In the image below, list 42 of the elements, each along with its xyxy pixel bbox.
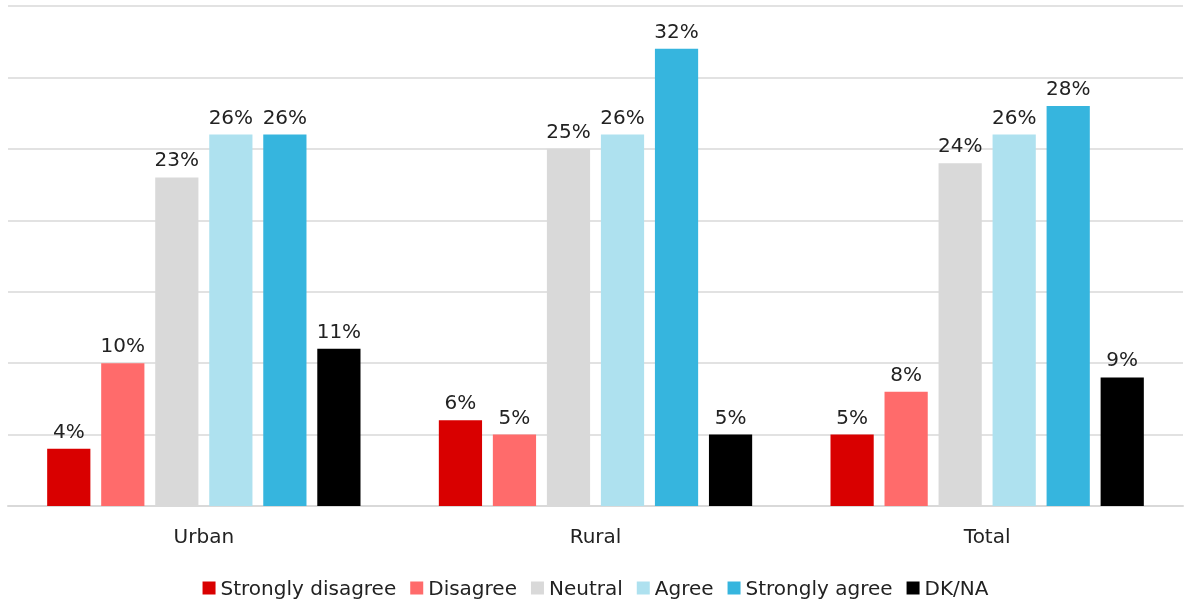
bar bbox=[600, 134, 645, 506]
bar bbox=[101, 363, 145, 506]
data-label: 5% bbox=[498, 404, 531, 429]
data-label: 8% bbox=[890, 361, 922, 386]
legend-label: Neutral bbox=[548, 576, 623, 600]
legend-label: Agree bbox=[654, 576, 714, 600]
legend-label: DK/NA bbox=[924, 576, 989, 600]
bar bbox=[884, 391, 928, 506]
bar bbox=[830, 434, 874, 506]
bar bbox=[209, 134, 253, 506]
bar bbox=[263, 134, 307, 506]
data-label: 10% bbox=[100, 333, 146, 358]
bar bbox=[708, 434, 753, 506]
data-label: 24% bbox=[937, 133, 983, 158]
bar bbox=[317, 348, 361, 506]
data-label: 28% bbox=[1045, 76, 1091, 100]
x-tick-label: Urban bbox=[173, 524, 235, 548]
data-label: 26% bbox=[262, 104, 308, 129]
data-label: 32% bbox=[654, 18, 699, 43]
bar bbox=[654, 48, 699, 506]
data-label: 26% bbox=[208, 104, 254, 129]
data-label: 4% bbox=[52, 418, 85, 443]
data-label: 5% bbox=[714, 404, 747, 429]
bar bbox=[47, 448, 91, 506]
data-label: 5% bbox=[836, 404, 868, 429]
legend-label: Strongly agree bbox=[745, 576, 893, 600]
data-label: 9% bbox=[1106, 347, 1139, 372]
x-tick-label: Rural bbox=[569, 524, 622, 548]
data-label: 25% bbox=[546, 118, 591, 143]
bar bbox=[1046, 106, 1090, 506]
bar bbox=[438, 420, 483, 506]
data-label: 26% bbox=[600, 104, 645, 129]
data-label: 11% bbox=[316, 318, 362, 343]
data-label: 6% bbox=[444, 390, 477, 415]
legend-label: Strongly disagree bbox=[220, 576, 397, 600]
data-label: 23% bbox=[154, 147, 200, 172]
x-tick-label: Total bbox=[962, 524, 1011, 548]
bar bbox=[492, 434, 537, 506]
bar bbox=[992, 134, 1036, 506]
data-label: 26% bbox=[991, 104, 1037, 129]
legend-label: Disagree bbox=[428, 576, 517, 600]
bar bbox=[1100, 377, 1144, 506]
